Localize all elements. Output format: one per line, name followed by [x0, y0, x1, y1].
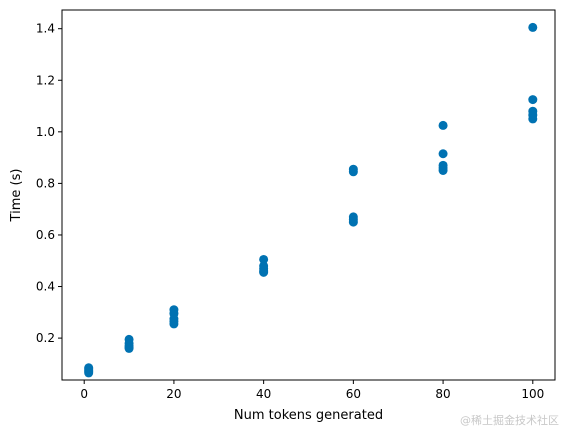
data-point: [438, 120, 448, 130]
data-point: [528, 22, 538, 32]
data-point: [169, 305, 179, 315]
plot-frame: [61, 9, 556, 381]
x-tick-label: 60: [346, 387, 361, 401]
y-tick-label: 0.8: [36, 176, 55, 190]
data-point: [348, 212, 358, 222]
y-tick-label: 1.0: [36, 125, 55, 139]
data-point: [259, 261, 269, 271]
x-tick-label: 0: [80, 387, 88, 401]
data-point: [438, 149, 448, 159]
y-tick-label: 0.4: [36, 280, 55, 294]
y-axis-label: Time (s): [9, 169, 24, 223]
watermark-text: @稀土掘金技术社区: [460, 414, 559, 427]
data-point: [84, 363, 94, 373]
y-tick-label: 1.2: [36, 73, 55, 87]
data-point: [348, 164, 358, 174]
x-axis-label: Num tokens generated: [234, 408, 383, 423]
x-tick-label: 80: [435, 387, 450, 401]
y-tick-label: 0.6: [36, 228, 55, 242]
data-point: [438, 160, 448, 170]
y-tick-label: 1.4: [36, 22, 55, 36]
x-tick-label: 100: [521, 387, 544, 401]
x-tick-label: 40: [256, 387, 271, 401]
axis-ticks: 0 20 40 60 80 100 0.2 0.4 0.6 0.8 1.0 1.2 1.4: [36, 22, 544, 401]
data-point: [528, 95, 538, 105]
data-points: [84, 22, 538, 378]
y-tick-label: 0.2: [36, 331, 55, 345]
x-tick-label: 20: [166, 387, 181, 401]
data-point: [259, 254, 269, 264]
data-point: [124, 334, 134, 344]
data-point: [528, 106, 538, 116]
